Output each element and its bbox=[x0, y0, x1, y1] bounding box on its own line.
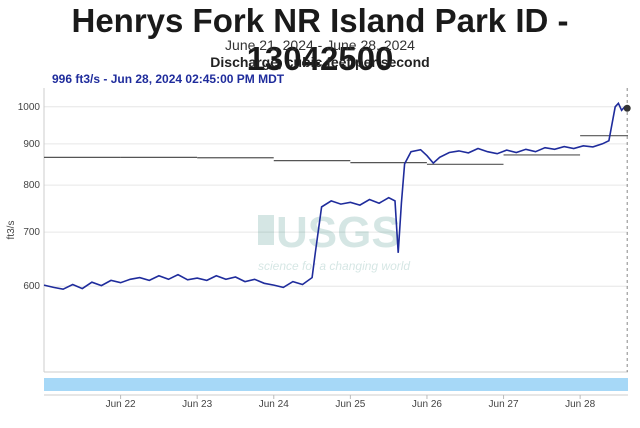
y-tick-label: 900 bbox=[23, 139, 40, 150]
x-tick-label: Jun 26 bbox=[412, 399, 442, 410]
x-tick-label: Jun 27 bbox=[489, 399, 519, 410]
range-navigator[interactable] bbox=[44, 378, 628, 391]
cursor-marker bbox=[623, 104, 631, 112]
x-tick-label: Jun 28 bbox=[565, 399, 595, 410]
x-tick-label: Jun 23 bbox=[182, 399, 212, 410]
date-range: June 21, 2024 - June 28, 2024 bbox=[225, 37, 415, 53]
chart-title: Henrys Fork NR Island Park ID - 13042500 bbox=[71, 2, 569, 77]
y-tick-label: 1000 bbox=[18, 102, 41, 113]
usgs-watermark: USGS science for a changing world bbox=[258, 208, 410, 273]
y-tick-label: 600 bbox=[23, 281, 40, 292]
value-readout: 996 ft3/s - Jun 28, 2024 02:45:00 PM MDT bbox=[52, 72, 285, 86]
x-tick-label: Jun 22 bbox=[106, 399, 136, 410]
usgs-tagline: science for a changing world bbox=[258, 259, 410, 273]
y-tick-labels: 600 700 800 900 1000 bbox=[18, 102, 41, 292]
x-tick-label: Jun 25 bbox=[335, 399, 365, 410]
y-tick-label: 800 bbox=[23, 180, 40, 191]
grid bbox=[44, 106, 628, 287]
usgs-logo-mark bbox=[258, 215, 274, 245]
parameter-label: Discharge, cubic feet per second bbox=[210, 54, 430, 70]
usgs-logo-text: USGS bbox=[276, 208, 401, 257]
y-axis-label: ft3/s bbox=[6, 221, 17, 240]
discharge-series-line bbox=[43, 101, 628, 291]
x-tick-labels: Jun 22 Jun 23 Jun 24 Jun 25 Jun 26 Jun 27 Jun … bbox=[106, 395, 596, 410]
daily-median-lines bbox=[44, 135, 628, 165]
y-tick-label: 700 bbox=[23, 227, 40, 238]
x-tick-label: Jun 24 bbox=[259, 399, 289, 410]
